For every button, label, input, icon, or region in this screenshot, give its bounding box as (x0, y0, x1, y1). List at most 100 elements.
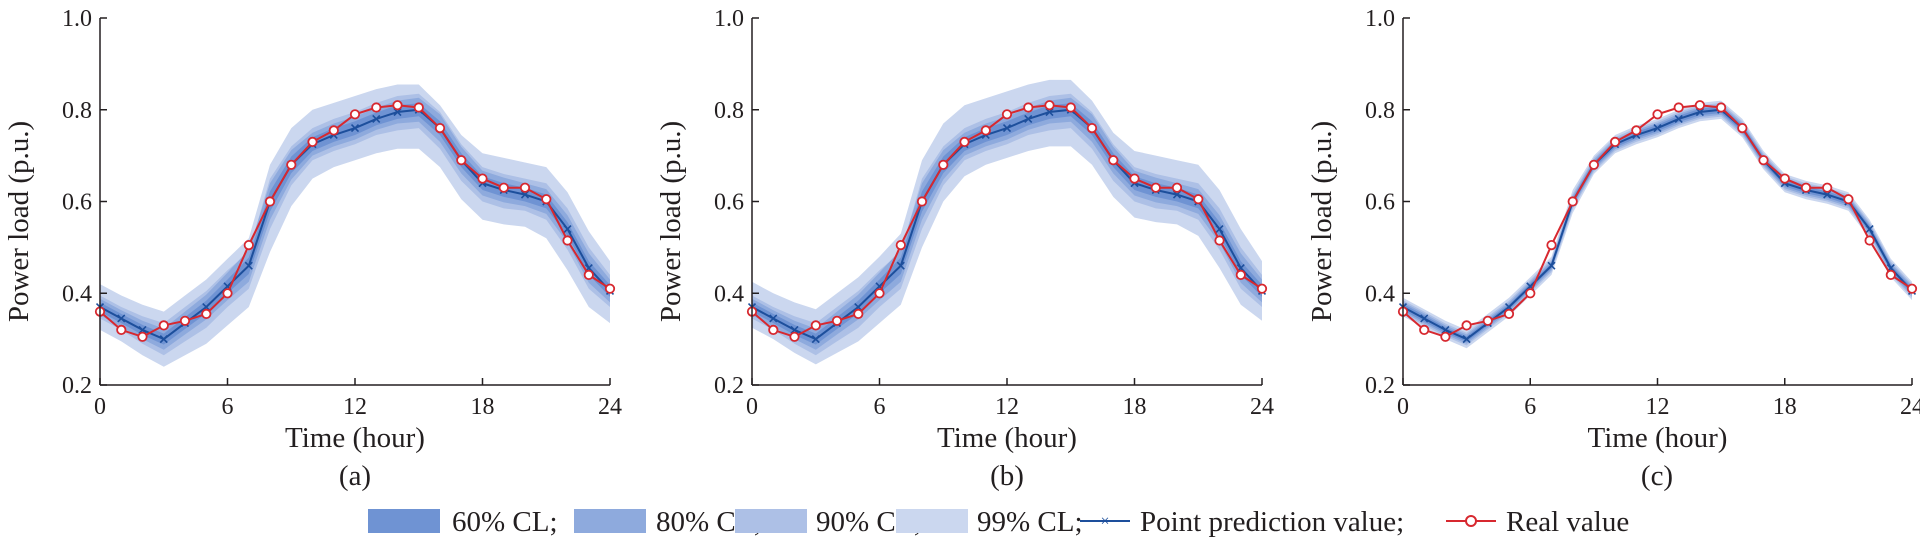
y-axis-title: Power load (p.u.) (3, 121, 35, 322)
real-point (562, 235, 573, 246)
x-tick-label: 24 (1250, 394, 1274, 420)
real-point (116, 324, 127, 335)
real-point (1150, 182, 1161, 193)
confidence-band-60 (100, 103, 610, 345)
real-point (895, 240, 906, 251)
prediction-point (811, 335, 820, 344)
real-point (1779, 173, 1790, 184)
real-point (1610, 136, 1621, 147)
prediction-point (1215, 224, 1224, 234)
prediction-point (1865, 224, 1874, 234)
y-tick-label: 1.0 (714, 6, 744, 32)
real-point (307, 136, 318, 147)
real-point (583, 269, 594, 280)
real-point (1588, 159, 1600, 170)
real-point (1822, 182, 1833, 193)
real-point (874, 288, 885, 299)
real-point (1440, 331, 1451, 342)
prediction-point (1823, 190, 1832, 199)
x-axis-title: Time (hour) (1588, 422, 1728, 454)
legend-swatch-60 (368, 509, 440, 533)
real-point (1086, 123, 1098, 134)
prediction-point (1653, 124, 1662, 133)
legend-swatch-90 (735, 509, 807, 533)
real-point (349, 109, 361, 120)
y-axis-title: Power load (p.u.) (1306, 121, 1338, 322)
y-tick-label: 0.6 (62, 190, 92, 216)
real-point (1885, 269, 1896, 280)
real-point (1065, 102, 1076, 113)
real-point (286, 159, 297, 170)
real-point (980, 125, 991, 136)
y-axis-title: Power load (p.u.) (655, 121, 687, 322)
real-point (1001, 109, 1013, 120)
real-point (541, 194, 552, 205)
real-point (789, 331, 800, 342)
real-point (1843, 194, 1854, 205)
real-point (371, 102, 382, 113)
prediction-point (520, 190, 530, 199)
prediction-point (1172, 190, 1182, 199)
real-point (959, 136, 970, 147)
prediction-point (372, 114, 381, 123)
prediction-point (1002, 124, 1012, 133)
real-point (1023, 102, 1034, 113)
real-point (916, 196, 928, 207)
y-tick-label: 0.4 (62, 281, 92, 307)
prediction-point (896, 261, 905, 270)
confidence-band-60 (752, 103, 1262, 345)
y-tick-label: 0.6 (1365, 190, 1395, 216)
real-point (264, 196, 276, 207)
panel-label: (a) (339, 460, 371, 492)
real-point (1546, 240, 1557, 251)
x-tick-label: 24 (598, 394, 622, 420)
real-point (1503, 308, 1515, 319)
real-point (853, 308, 864, 319)
real-point (1108, 155, 1119, 166)
legend-label-60: 60% CL; (452, 506, 558, 538)
confidence-band-90 (1403, 102, 1912, 346)
x-tick-label: 6 (222, 394, 234, 420)
real-point (1461, 320, 1472, 331)
real-point (604, 283, 616, 294)
real-point (1235, 269, 1246, 280)
legend-prediction-marker: × (1100, 513, 1109, 530)
x-tick-label: 18 (471, 394, 495, 420)
prediction-point (1462, 335, 1471, 344)
legend-label-real: Real value (1506, 506, 1629, 538)
real-point (1737, 123, 1748, 134)
real-point (1129, 173, 1140, 184)
x-axis-title: Time (hour) (285, 422, 425, 454)
real-point (831, 315, 843, 326)
prediction-point (769, 314, 778, 323)
real-point (1256, 283, 1268, 294)
prediction-point (1024, 114, 1033, 123)
legend: 60% CL; 80% CL; 90% CL; 99% CL; × Point … (368, 506, 1629, 538)
real-point (1482, 315, 1493, 326)
y-tick-label: 1.0 (1365, 6, 1395, 32)
panels: 0.2 0.4 0.6 0.8 1.0 0 6 12 18 24 Time (hour) Power … (3, 6, 1920, 492)
prediction-point (117, 314, 126, 323)
y-tick-label: 0.8 (1365, 98, 1395, 124)
real-point (243, 240, 254, 251)
real-point (1652, 109, 1663, 120)
legend-swatch-80 (574, 509, 646, 533)
real-point (179, 315, 191, 326)
real-point (1193, 194, 1204, 205)
panel-label: (c) (1641, 460, 1673, 492)
x-axis-title: Time (hour) (937, 422, 1077, 454)
real-point (519, 182, 531, 193)
x-tick-label: 18 (1123, 394, 1147, 420)
real-point (1171, 182, 1183, 193)
real-point (1864, 235, 1875, 246)
x-tick-label: 6 (1524, 394, 1536, 420)
x-tick-label: 12 (343, 394, 367, 420)
real-point (137, 331, 148, 342)
y-tick-label: 0.6 (714, 190, 744, 216)
prediction-point (244, 261, 253, 270)
real-point (1906, 283, 1918, 294)
x-tick-label: 12 (995, 394, 1019, 420)
legend-swatch-99 (896, 509, 968, 533)
real-point (1214, 235, 1225, 246)
